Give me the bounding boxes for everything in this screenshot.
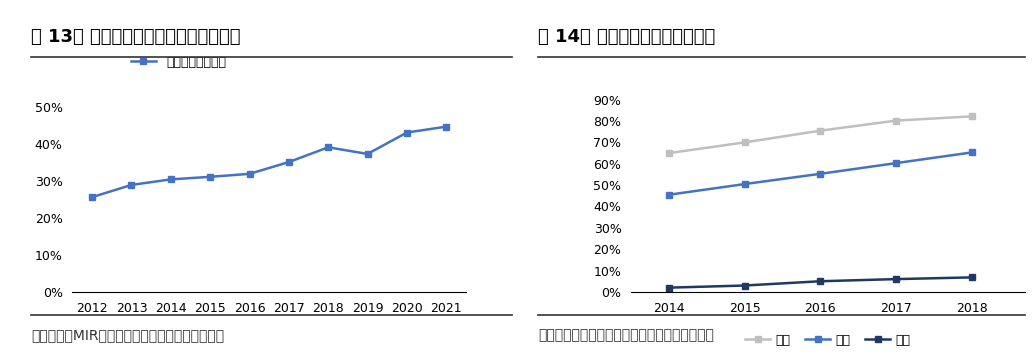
- Text: 图 13： 中国金切机床数控化率逐年提升: 图 13： 中国金切机床数控化率逐年提升: [31, 28, 240, 46]
- Legend: 低端, 中端, 高端: 低端, 中端, 高端: [740, 329, 915, 352]
- Legend: 金切机床数控化率: 金切机床数控化率: [126, 51, 231, 74]
- Text: 数据来源：MIR、国家统计局、国泰君安证券研究: 数据来源：MIR、国家统计局、国泰君安证券研究: [31, 328, 225, 342]
- Text: 数据来源：前瞻产业研究院、国泰君安证券研究: 数据来源：前瞻产业研究院、国泰君安证券研究: [538, 328, 714, 342]
- Text: 图 14： 中国高端机床国产化率低: 图 14： 中国高端机床国产化率低: [538, 28, 715, 46]
